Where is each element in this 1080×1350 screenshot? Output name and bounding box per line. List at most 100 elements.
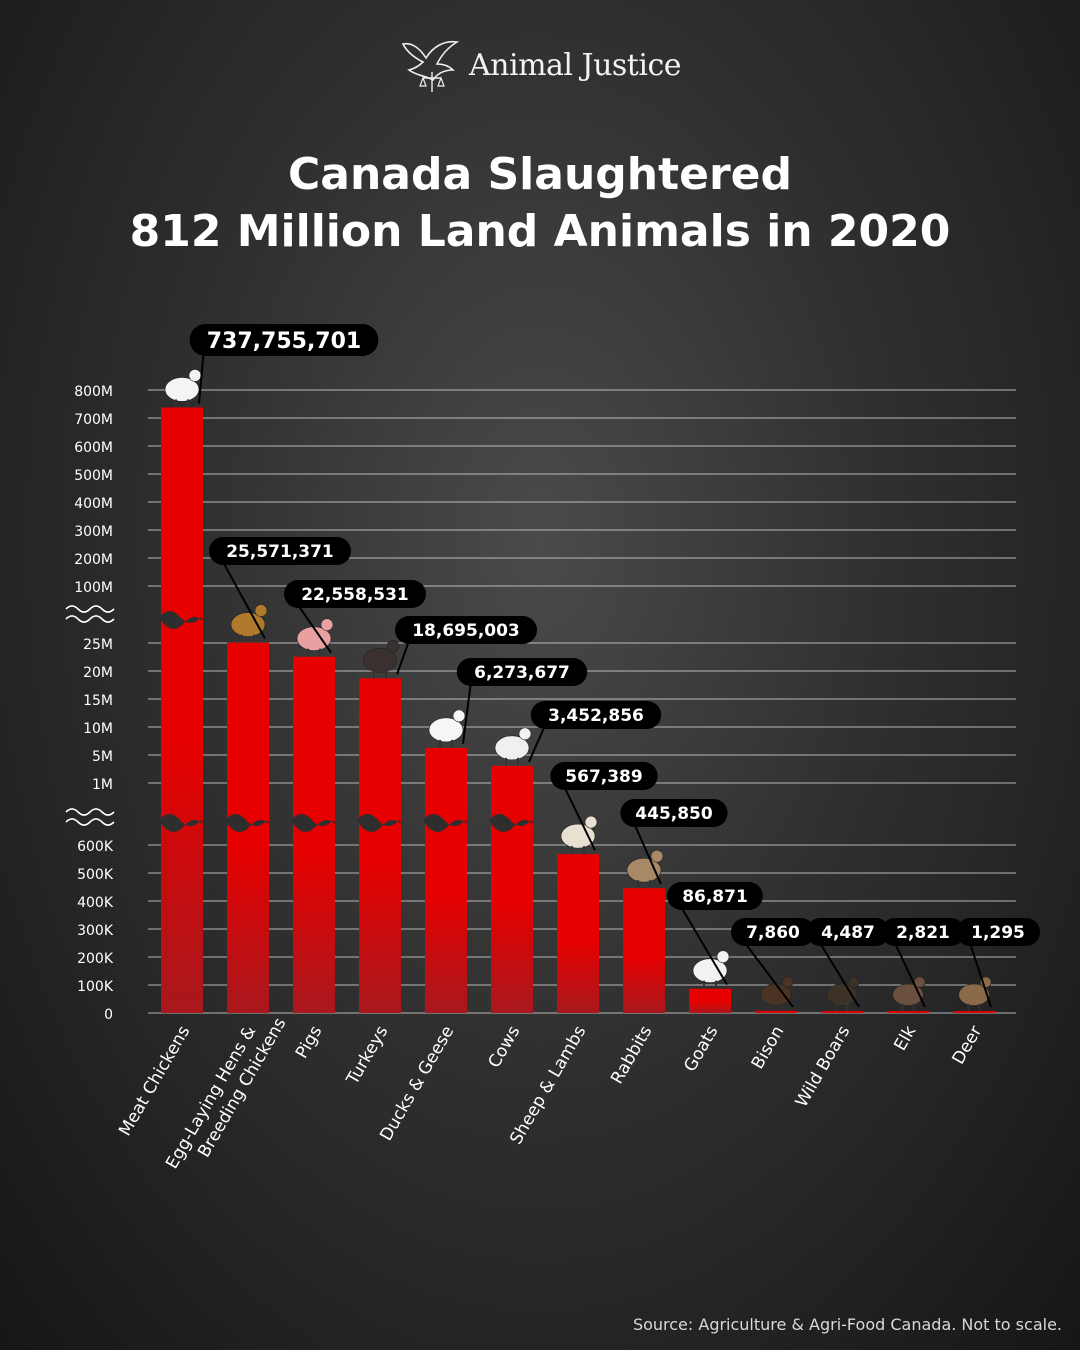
x-tick-label: Ducks & Geese: [376, 1023, 458, 1145]
value-label-pill: [731, 918, 815, 946]
value-label-pill: [550, 762, 658, 790]
x-tick-label: Pigs: [292, 1022, 327, 1062]
bar: [623, 888, 665, 1013]
x-tick-label: Cows: [484, 1022, 524, 1071]
y-tick-label: 200K: [77, 951, 114, 967]
value-label-pill: [395, 616, 537, 644]
value-label-pill: [284, 580, 426, 608]
leader-line: [744, 942, 794, 1008]
axis-break-icon: [65, 818, 115, 826]
value-label-pill: [530, 701, 662, 729]
y-tick-label: 100M: [74, 580, 113, 596]
leader-line: [528, 725, 546, 763]
x-tick-label: Rabbits: [607, 1022, 656, 1087]
leader-line: [819, 942, 860, 1008]
axis-break-icon: [65, 605, 115, 613]
value-label: 2,821: [896, 923, 950, 943]
bar: [161, 407, 203, 1013]
y-tick-label: 700M: [74, 412, 113, 428]
bar-break-icon: [225, 814, 271, 832]
goat-icon: [692, 950, 730, 989]
value-label: 567,389: [565, 767, 642, 787]
leader-line: [680, 906, 728, 986]
bar: [557, 854, 599, 1013]
leader-line: [198, 352, 205, 404]
y-tick-label: 15M: [83, 693, 113, 709]
bison-icon: [760, 976, 794, 1011]
y-tick-label: 200M: [74, 552, 113, 568]
sheep-icon: [560, 815, 598, 855]
value-label-pill: [806, 918, 890, 946]
pig-icon: [296, 618, 334, 657]
bar: [755, 1010, 797, 1013]
bar: [293, 656, 335, 1013]
value-label-pill: [620, 799, 728, 827]
value-label: 3,452,856: [548, 706, 644, 726]
bar-break-icon: [159, 611, 205, 629]
value-label: 18,695,003: [412, 621, 520, 641]
x-tick-label: Meat Chickens: [115, 1022, 194, 1139]
leader-line: [894, 942, 926, 1008]
turkey-icon: [362, 640, 400, 679]
bar-break-icon: [357, 814, 403, 832]
bar: [425, 747, 467, 1013]
rabbit-icon: [626, 849, 664, 889]
title-line-1: Canada Slaughtered: [287, 149, 793, 200]
duck-icon: [428, 709, 466, 748]
bar-break-icon: [159, 814, 205, 832]
value-label-pill: [881, 918, 965, 946]
value-label-pill: [189, 324, 379, 356]
y-tick-label: 10M: [83, 721, 113, 737]
wild-boar-icon: [826, 976, 860, 1011]
leader-line: [462, 682, 472, 744]
y-tick-label: 0: [104, 1007, 113, 1023]
cow-icon: [494, 727, 532, 766]
leader-line: [396, 640, 410, 675]
y-tick-label: 300K: [77, 923, 114, 939]
x-tick-label: Wild Boars: [792, 1022, 855, 1110]
leader-line: [297, 604, 332, 654]
bars: [159, 407, 995, 1013]
value-label: 22,558,531: [301, 585, 409, 605]
chicken-icon: [164, 369, 202, 408]
value-label: 6,273,677: [474, 663, 570, 683]
y-tick-label: 800M: [74, 384, 113, 400]
dove-scales-icon: [401, 40, 460, 92]
bar: [821, 1011, 863, 1013]
y-tick-label: 25M: [83, 637, 113, 653]
value-labels: 737,755,701 25,571,371 22,558,53118,695,00…: [189, 324, 1040, 1008]
y-tick-label: 400K: [77, 895, 114, 911]
brand-logo: Animal Justice: [0, 30, 1080, 100]
leader-line: [633, 823, 662, 885]
y-tick-label: 5M: [92, 749, 113, 765]
bar-break-icon: [489, 814, 535, 832]
value-label-pill: [956, 918, 1040, 946]
y-tick-label: 400M: [74, 496, 113, 512]
value-label-pill: [667, 882, 763, 910]
y-tick-label: 500K: [77, 867, 114, 883]
value-label: 445,850: [635, 804, 713, 824]
source-note: Source: Agriculture & Agri-Food Canada. …: [632, 1315, 1062, 1334]
x-tick-label: Turkeys: [342, 1022, 392, 1089]
y-tick-label: 100K: [77, 979, 114, 995]
y-tick-label: 20M: [83, 665, 113, 681]
bar: [953, 1011, 995, 1013]
bar: [689, 988, 731, 1013]
y-tick-label: 300M: [74, 524, 113, 540]
brand-name: Animal Justice: [469, 47, 682, 83]
value-label: 7,860: [746, 923, 800, 943]
title-line-2: 812 Million Land Animals in 2020: [129, 206, 951, 257]
bar-break-icon: [291, 814, 337, 832]
y-tick-label: 500M: [74, 468, 113, 484]
axis-break-icon: [65, 808, 115, 816]
chart-title: Canada Slaughtered 812 Million Land Anim…: [0, 146, 1080, 260]
value-label: 86,871: [682, 887, 748, 907]
leader-line: [222, 561, 266, 640]
value-label: 737,755,701: [207, 329, 361, 354]
bar: [359, 678, 401, 1013]
value-label-pill: [456, 658, 588, 686]
x-tick-label: Elk: [890, 1022, 920, 1054]
elk-icon: [892, 976, 926, 1011]
